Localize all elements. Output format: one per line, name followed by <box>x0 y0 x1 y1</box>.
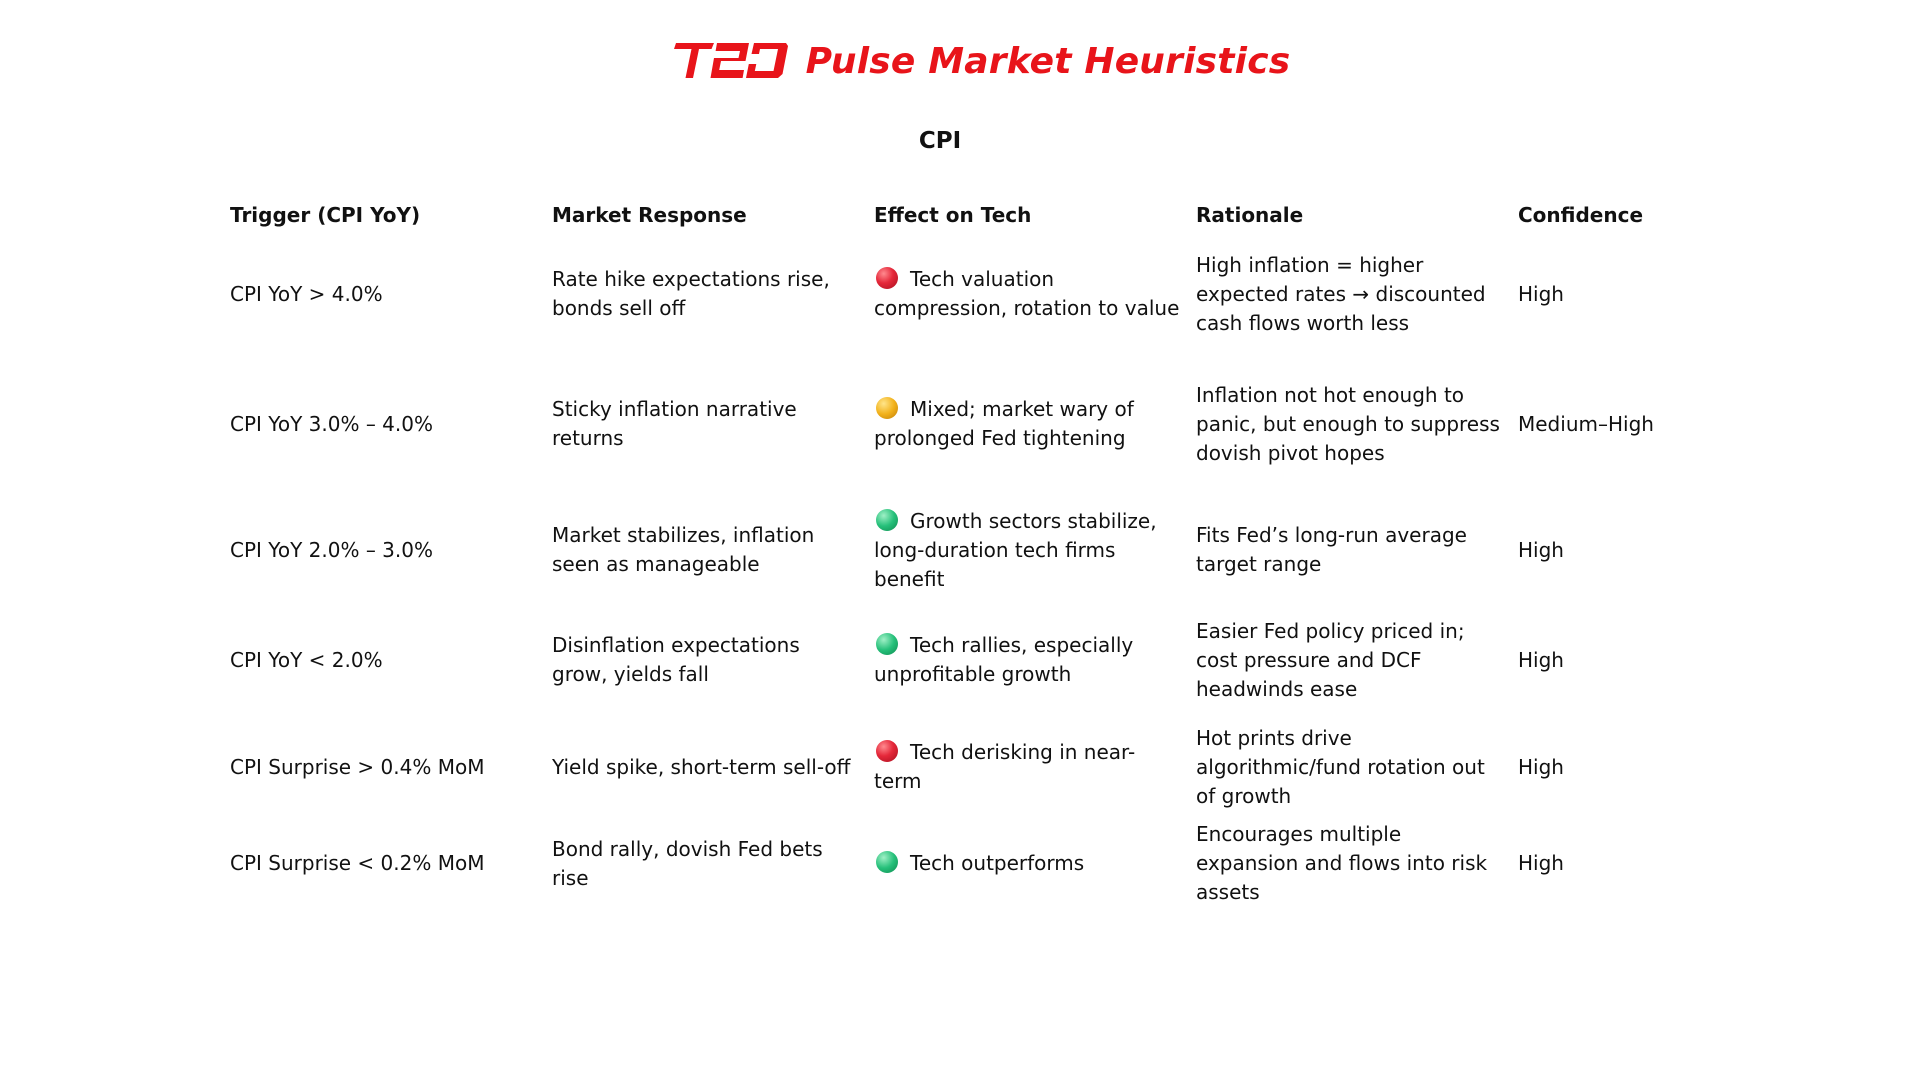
green-circle-icon <box>876 633 898 655</box>
red-circle-icon <box>876 267 898 289</box>
table-header-row: Trigger (CPI YoY) Market Response Effect… <box>222 196 1702 234</box>
cell-market-response: Bond rally, dovish Fed bets rise <box>552 836 823 890</box>
cell-market-response: Sticky inflation narrative returns <box>552 397 797 450</box>
cell-confidence: High <box>1518 281 1564 306</box>
t2d-logo-icon <box>673 43 788 78</box>
cell-rationale: Hot prints drive algorithmic/fund rotati… <box>1196 725 1485 808</box>
header-market-response: Market Response <box>552 203 747 227</box>
cell-trigger: CPI YoY 3.0% – 4.0% <box>230 411 433 436</box>
table-row: CPI YoY < 2.0% Disinflation expectations… <box>222 606 1702 714</box>
cell-rationale: Encourages multiple expansion and flows … <box>1196 822 1488 904</box>
cell-market-response: Disinflation expectations grow, yields f… <box>552 633 800 686</box>
cell-confidence: High <box>1518 647 1564 672</box>
cell-market-response: Rate hike expectations rise, bonds sell … <box>552 267 830 320</box>
table-row: CPI YoY 3.0% – 4.0% Sticky inflation nar… <box>222 354 1702 494</box>
green-circle-icon <box>876 508 898 531</box>
brand-lockup: Pulse Market Heuristics <box>670 40 1291 82</box>
header-confidence: Confidence <box>1518 203 1644 227</box>
effect-text: Growth sectors stabilize, long-duration … <box>874 508 1157 591</box>
cell-confidence: High <box>1518 851 1564 875</box>
cell-confidence: Medium–High <box>1518 411 1654 436</box>
cell-market-response: Yield spike, short-term sell-off <box>552 754 851 779</box>
brand-title: Pulse Market Heuristics <box>805 40 1291 82</box>
cell-rationale: Fits Fed’s long-run average target range <box>1196 523 1467 576</box>
cell-trigger: CPI Surprise > 0.4% MoM <box>230 754 485 779</box>
cell-effect-on-tech: Mixed; market wary of prolonged Fed tigh… <box>866 354 1188 494</box>
cell-confidence: High <box>1518 537 1564 562</box>
effect-text: Tech derisking in near-term <box>874 740 1136 793</box>
header-rationale: Rationale <box>1196 203 1304 227</box>
cell-market-response: Market stabilizes, inflation seen as man… <box>552 523 815 576</box>
table-row: CPI YoY > 4.0% Rate hike expectations ri… <box>222 234 1702 354</box>
header-effect-on-tech: Effect on Tech <box>874 203 1032 227</box>
yellow-circle-icon <box>876 397 898 419</box>
effect-text: Tech rallies, especially unprofitable gr… <box>874 633 1134 686</box>
effect-text: Tech valuation compression, rotation to … <box>874 267 1180 320</box>
section-title: CPI <box>918 128 962 154</box>
cell-effect-on-tech: Tech valuation compression, rotation to … <box>866 234 1188 354</box>
table-row: CPI YoY 2.0% – 3.0% Market stabilizes, i… <box>222 494 1702 606</box>
cell-effect-on-tech: Tech derisking in near-term <box>866 714 1188 820</box>
cell-rationale: Inflation not hot enough to panic, but e… <box>1196 382 1500 465</box>
cell-rationale: High inflation = higher expected rates →… <box>1196 252 1486 335</box>
cell-trigger: CPI YoY < 2.0% <box>230 647 383 672</box>
cell-effect-on-tech: Tech outperforms <box>866 820 1188 907</box>
red-circle-icon <box>876 740 898 762</box>
table-row: CPI Surprise > 0.4% MoM Yield spike, sho… <box>222 714 1702 820</box>
cell-trigger: CPI Surprise < 0.2% MoM <box>230 851 485 875</box>
green-circle-icon <box>876 851 898 873</box>
effect-text: Mixed; market wary of prolonged Fed tigh… <box>874 397 1134 450</box>
header-trigger: Trigger (CPI YoY) <box>230 203 421 227</box>
cell-effect-on-tech: Tech rallies, especially unprofitable gr… <box>866 606 1188 714</box>
effect-text: Tech outperforms <box>910 851 1085 875</box>
cell-trigger: CPI YoY > 4.0% <box>230 281 383 306</box>
table-row: CPI Surprise < 0.2% MoM Bond rally, dovi… <box>222 820 1702 907</box>
brand-header: Pulse Market Heuristics <box>0 40 1920 82</box>
cell-confidence: High <box>1518 754 1564 779</box>
cpi-heuristics-table: Trigger (CPI YoY) Market Response Effect… <box>222 196 1702 907</box>
cell-rationale: Easier Fed policy priced in; cost pressu… <box>1196 618 1465 701</box>
cell-trigger: CPI YoY 2.0% – 3.0% <box>230 537 433 562</box>
cell-effect-on-tech: Growth sectors stabilize, long-duration … <box>866 494 1188 606</box>
